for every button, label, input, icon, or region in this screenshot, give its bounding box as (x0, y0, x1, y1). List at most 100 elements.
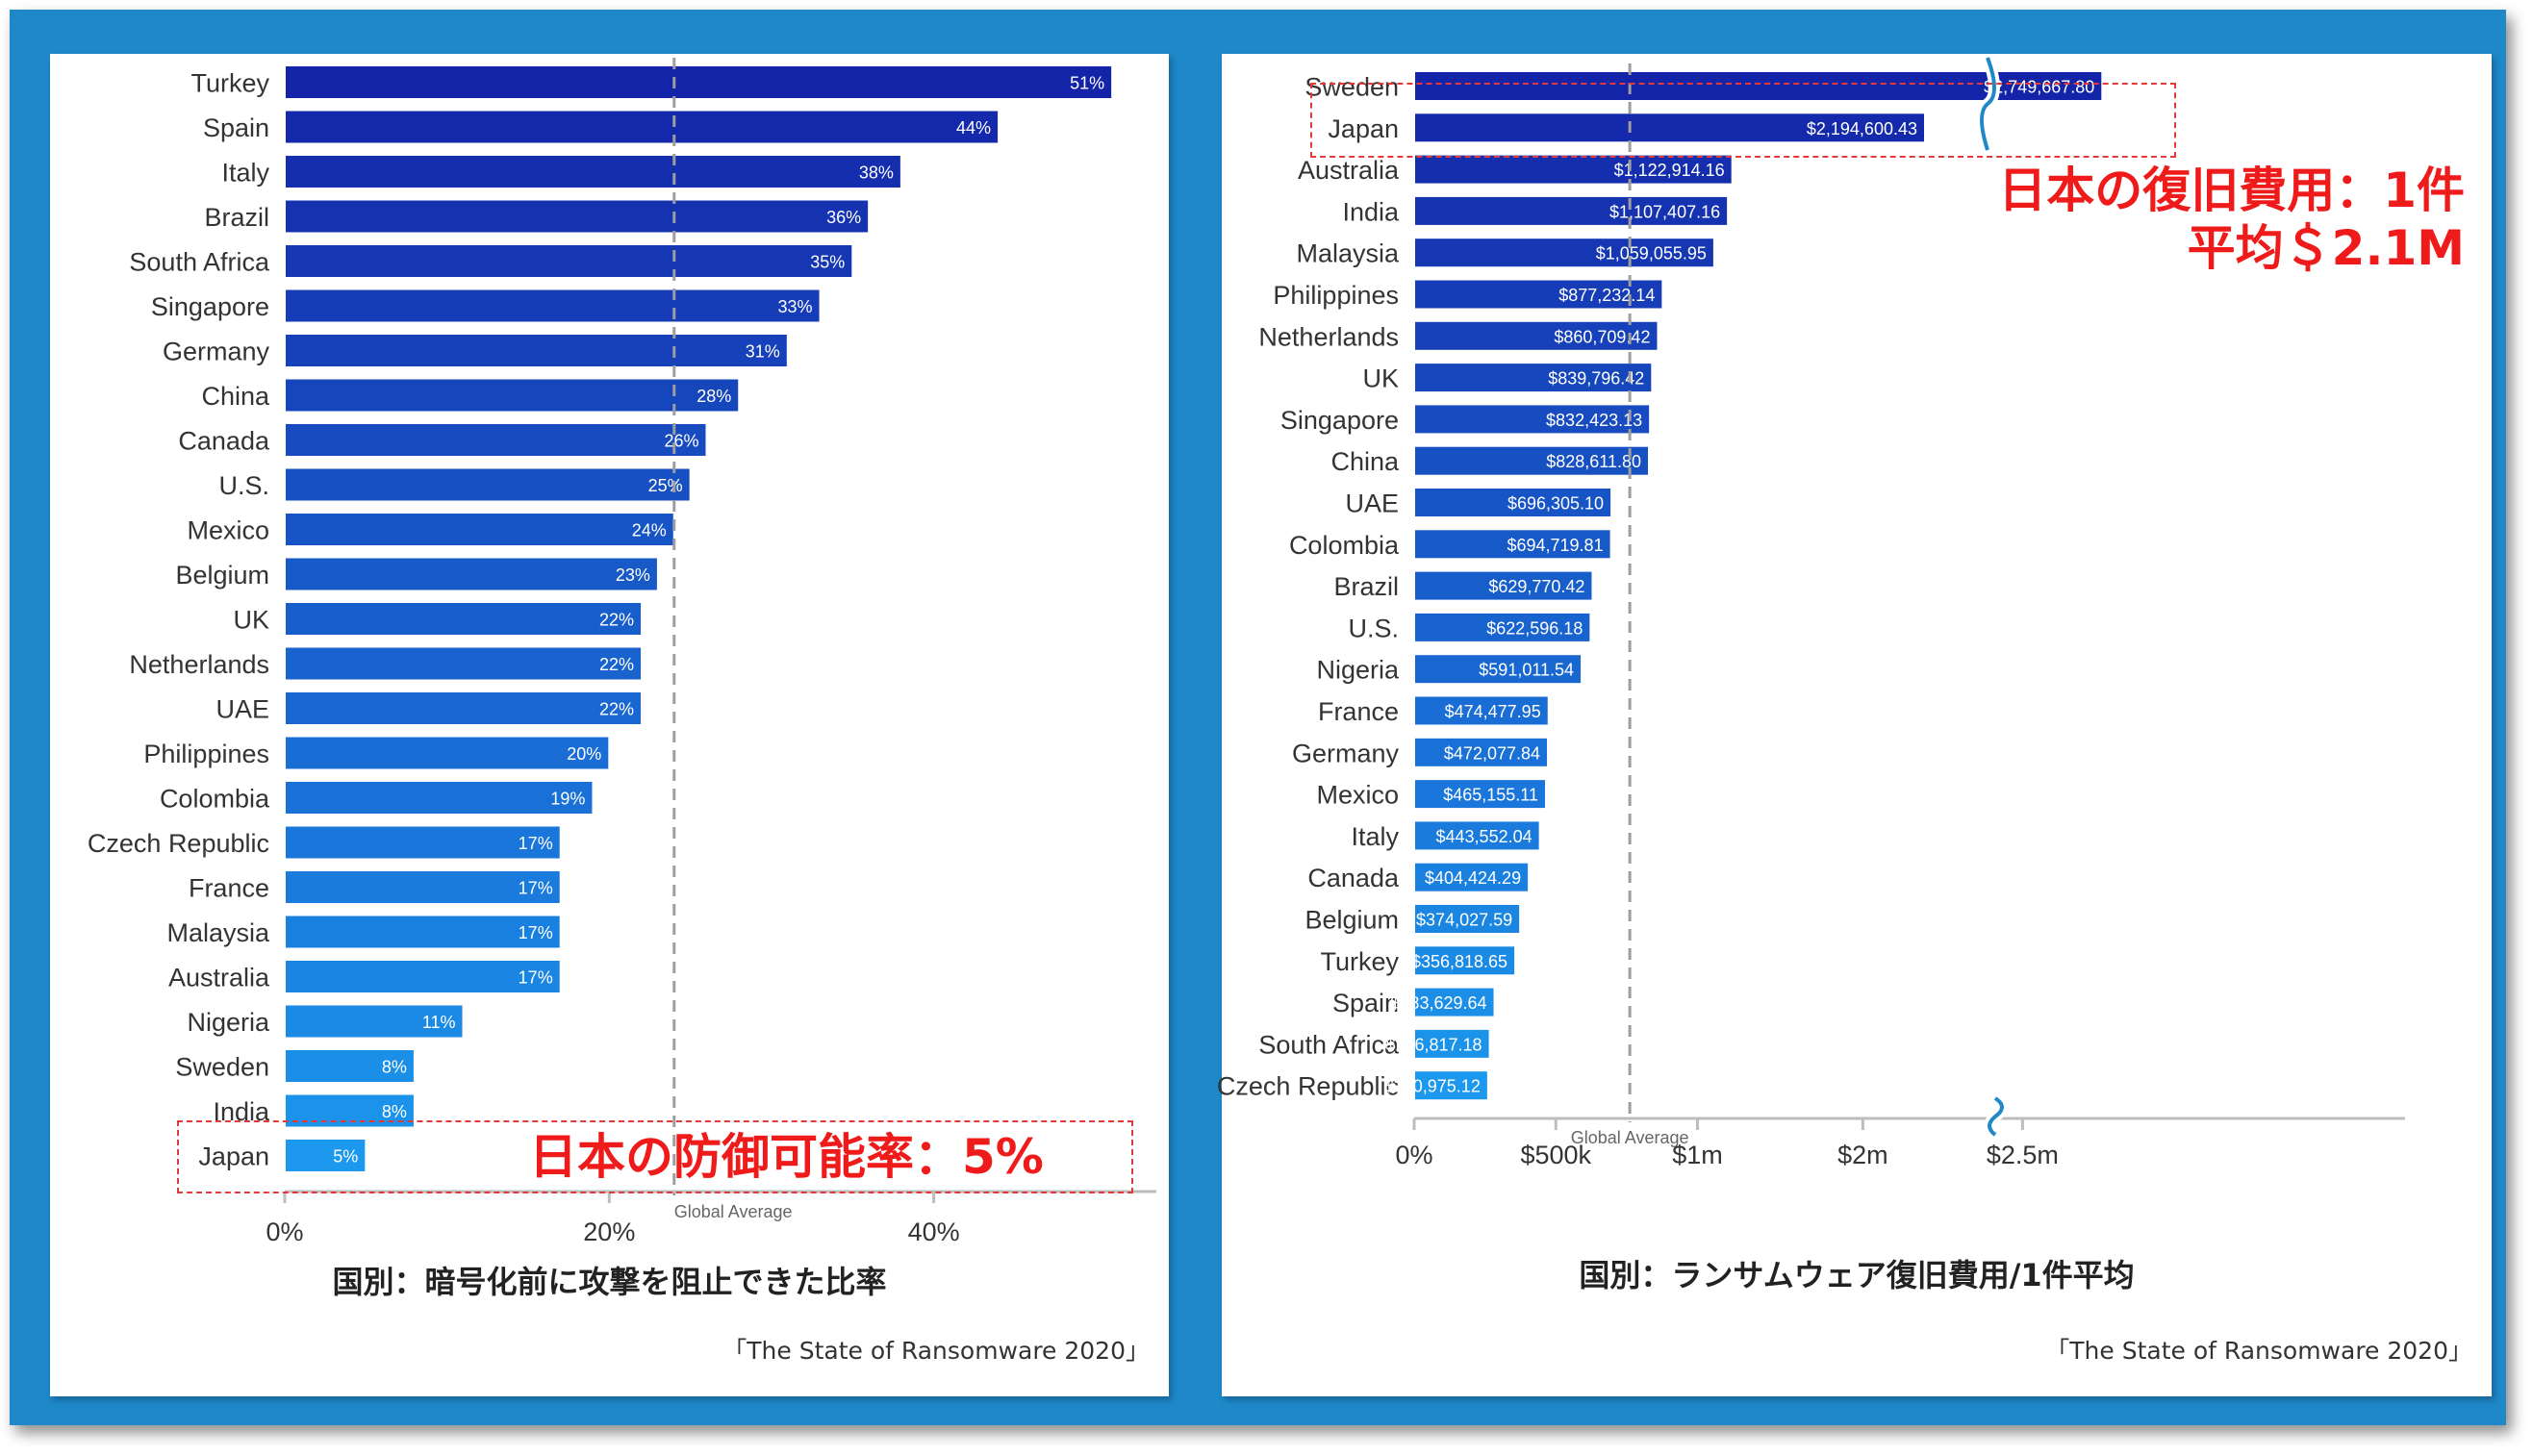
right-chart-title: 国別：ランサムウェア復旧費用/1件平均 (1579, 1257, 2135, 1293)
value-label: $877,232.14 (1558, 286, 1655, 305)
value-label: 22% (599, 700, 634, 719)
bar-uk (1413, 362, 1654, 394)
category-label: Mexico (1316, 781, 1399, 810)
bar-czech-republic (1413, 1069, 1489, 1102)
bar-turkey (284, 64, 1114, 100)
bar-italy (1413, 819, 1541, 852)
bar-belgium (1413, 903, 1522, 935)
x-tick-label: $2.5m (1987, 1141, 2059, 1169)
category-label: Turkey (190, 69, 269, 98)
bar-colombia (1413, 528, 1612, 561)
value-label: $374,027.59 (1416, 911, 1512, 930)
bar-colombia (284, 780, 595, 816)
category-label: South Africa (1258, 1030, 1400, 1059)
value-label: 35% (810, 253, 845, 272)
bar-india (1413, 194, 1730, 227)
value-label: $474,477.95 (1445, 702, 1541, 721)
category-label: Australia (168, 964, 270, 992)
category-label: UK (233, 606, 269, 635)
category-label: China (1330, 447, 1400, 476)
value-label: $404,424.29 (1425, 868, 1521, 888)
bar-spain (284, 109, 1001, 145)
value-label: $2,194,600.43 (1807, 119, 1917, 138)
global-average-label: Global Average (1571, 1128, 1689, 1147)
category-label: Sweden (1304, 73, 1399, 102)
value-label: 20% (567, 744, 601, 764)
value-label: 24% (632, 521, 667, 540)
bar-china (1413, 444, 1651, 477)
bar-malaysia (1413, 237, 1715, 269)
category-label: Philippines (1273, 281, 1399, 310)
bar-netherlands (1413, 319, 1659, 352)
left-bar-chart: Turkey 51% Spain 44% Italy 38% Brazil 36% South … (88, 58, 1156, 1246)
right-chart-panel: Sweden $2,749,667.80 Japan $2,194,600.43 Aus… (1217, 54, 2492, 1396)
category-label: Canada (178, 427, 270, 456)
value-label: 19% (550, 790, 585, 809)
category-label: Colombia (160, 785, 270, 814)
value-label: $694,719.81 (1507, 536, 1603, 555)
category-label: UAE (1345, 490, 1399, 518)
bar-nigeria (284, 1003, 465, 1040)
value-label: 38% (859, 163, 894, 183)
value-label: 11% (422, 1013, 456, 1032)
japan-defense-callout: 日本の防御可能率：5% (529, 1129, 1044, 1185)
bar-australia (284, 959, 562, 994)
x-tick-label: 40% (908, 1218, 960, 1246)
value-label: 17% (519, 834, 553, 853)
category-label: UAE (215, 695, 269, 724)
bar-singapore (284, 288, 822, 324)
category-label: Japan (198, 1142, 269, 1171)
category-label: UK (1362, 364, 1399, 393)
value-label: $260,975.12 (1384, 1077, 1481, 1096)
bar-czech-republic (284, 824, 562, 861)
japan-highlight-box (1310, 83, 2176, 158)
value-label: $860,709.42 (1554, 327, 1650, 346)
bar-australia (1413, 153, 1734, 186)
bar-u-s (1413, 611, 1592, 643)
bar-brazil (284, 198, 871, 235)
bar-turkey (1413, 944, 1517, 977)
category-label: Sweden (175, 1053, 269, 1082)
category-label: China (201, 382, 270, 411)
category-label: South Africa (129, 248, 270, 277)
left-chart-panel: Turkey 51% Spain 44% Italy 38% Brazil 36% South … (50, 54, 1169, 1396)
value-label: $1,107,407.16 (1609, 202, 1720, 221)
category-label: Spain (1332, 989, 1399, 1017)
category-label: U.S. (1348, 614, 1399, 642)
value-label: 23% (616, 565, 650, 585)
axis-break-bars-edge (1980, 57, 1996, 151)
value-label: 22% (599, 611, 634, 630)
bar-china (284, 377, 741, 414)
japan-cost-callout: 日本の復旧費用：1件 平均＄2.1M (1998, 162, 2465, 277)
bar-france (1413, 694, 1550, 727)
value-label: 33% (778, 297, 813, 316)
category-label: Singapore (1280, 406, 1399, 435)
value-label: $629,770.42 (1488, 577, 1584, 596)
japan-highlight-box (177, 1120, 1133, 1193)
bar-germany (284, 333, 789, 368)
category-label: Netherlands (1258, 322, 1399, 351)
value-label: $828,611.80 (1546, 452, 1641, 471)
value-label: 22% (599, 655, 634, 674)
value-label: $266,817.18 (1385, 1035, 1482, 1054)
category-label: Belgium (1304, 906, 1399, 935)
bar-belgium (284, 556, 659, 592)
bar-canada (284, 422, 708, 458)
category-label: Australia (1298, 156, 1400, 185)
bar-uae (1413, 487, 1613, 518)
value-label: $839,796.42 (1548, 369, 1644, 389)
global-average-label: Global Average (674, 1202, 793, 1221)
value-label: $622,596.18 (1486, 618, 1583, 638)
category-label: Belgium (175, 561, 269, 590)
value-label: $832,423.13 (1546, 411, 1642, 430)
bar-canada (1413, 861, 1531, 893)
bar-singapore (1413, 403, 1652, 436)
category-label: Czech Republic (88, 829, 269, 858)
bar-uk (284, 601, 644, 637)
category-label: Czech Republic (1217, 1072, 1399, 1101)
category-label: Malaysia (166, 918, 270, 947)
value-label: 28% (697, 387, 731, 406)
category-label: Malaysia (1296, 239, 1400, 268)
value-label: 36% (826, 208, 861, 227)
value-label: 44% (956, 118, 991, 138)
